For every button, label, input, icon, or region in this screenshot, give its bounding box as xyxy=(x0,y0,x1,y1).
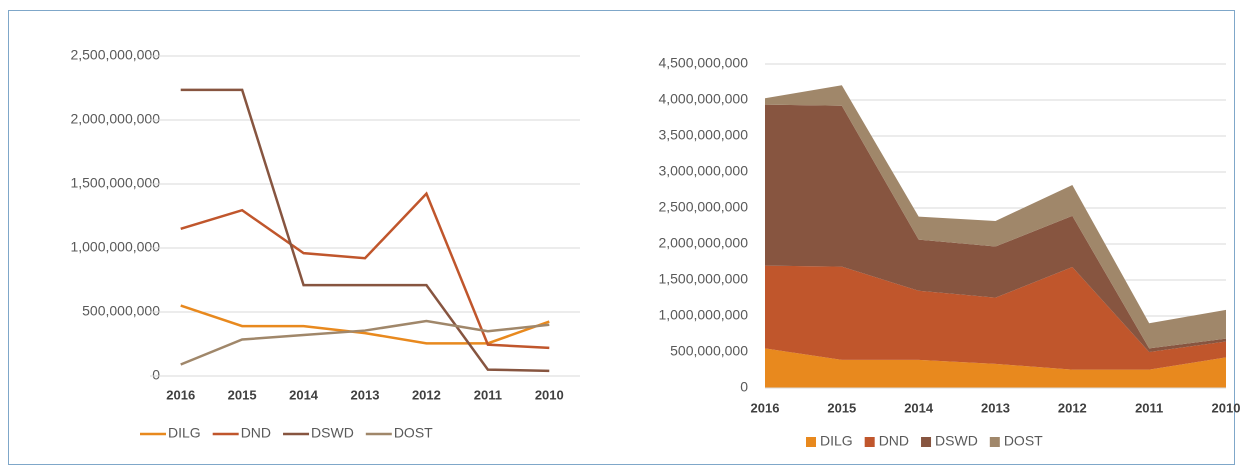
legend-swatch xyxy=(864,437,875,447)
x-tick-label: 2011 xyxy=(1135,400,1163,415)
x-tick-label: 2010 xyxy=(535,387,564,402)
legend-swatch xyxy=(806,437,816,447)
y-tick-label: 2,000,000,000 xyxy=(658,235,748,251)
y-tick-label: 0 xyxy=(152,367,160,383)
x-tick-label: 2016 xyxy=(166,387,195,402)
y-tick-label: 2,500,000,000 xyxy=(658,199,748,215)
legend-label: DILG xyxy=(168,425,201,441)
line-series xyxy=(180,191,550,350)
x-tick-label: 2016 xyxy=(751,400,780,415)
legend-label: DILG xyxy=(820,433,853,449)
x-tick-label: 2014 xyxy=(904,400,934,415)
y-tick-label: 1,500,000,000 xyxy=(70,175,160,191)
y-tick-label: 2,500,000,000 xyxy=(70,47,160,63)
legend-label: DOST xyxy=(1004,433,1043,449)
y-tick-label: 1,000,000,000 xyxy=(70,239,160,255)
x-tick-label: 2015 xyxy=(228,387,257,402)
legend-label: DOST xyxy=(394,425,433,441)
y-tick-label: 500,000,000 xyxy=(82,303,160,319)
y-tick-label: 2,000,000,000 xyxy=(70,111,160,127)
area-series xyxy=(765,104,1226,353)
legend-label: DSWD xyxy=(311,425,354,441)
legend-label: DND xyxy=(241,425,271,441)
legend-swatch xyxy=(921,437,932,447)
x-tick-label: 2015 xyxy=(827,400,856,415)
area-series xyxy=(765,348,1226,388)
area-series xyxy=(765,265,1226,370)
x-tick-label: 2010 xyxy=(1212,400,1241,415)
y-tick-label: 500,000,000 xyxy=(670,343,748,359)
x-tick-label: 2013 xyxy=(351,387,380,402)
legend-label: DND xyxy=(879,433,909,449)
y-tick-label: 3,500,000,000 xyxy=(658,127,748,143)
x-tick-label: 2012 xyxy=(412,387,441,402)
y-tick-label: 4,500,000,000 xyxy=(658,55,748,71)
x-tick-label: 2011 xyxy=(474,387,502,402)
area-series xyxy=(765,85,1226,349)
y-tick-label: 3,000,000,000 xyxy=(658,163,748,179)
x-tick-label: 2013 xyxy=(981,400,1010,415)
x-tick-label: 2014 xyxy=(289,387,319,402)
y-tick-label: 1,000,000,000 xyxy=(658,307,748,323)
legend-swatch xyxy=(989,437,1000,447)
y-tick-label: 0 xyxy=(740,379,748,395)
legend-label: DSWD xyxy=(935,433,978,449)
line-series xyxy=(180,319,550,366)
line-series xyxy=(180,88,550,373)
y-tick-label: 4,000,000,000 xyxy=(658,91,748,107)
y-tick-label: 1,500,000,000 xyxy=(658,271,748,287)
x-tick-label: 2012 xyxy=(1058,400,1087,415)
